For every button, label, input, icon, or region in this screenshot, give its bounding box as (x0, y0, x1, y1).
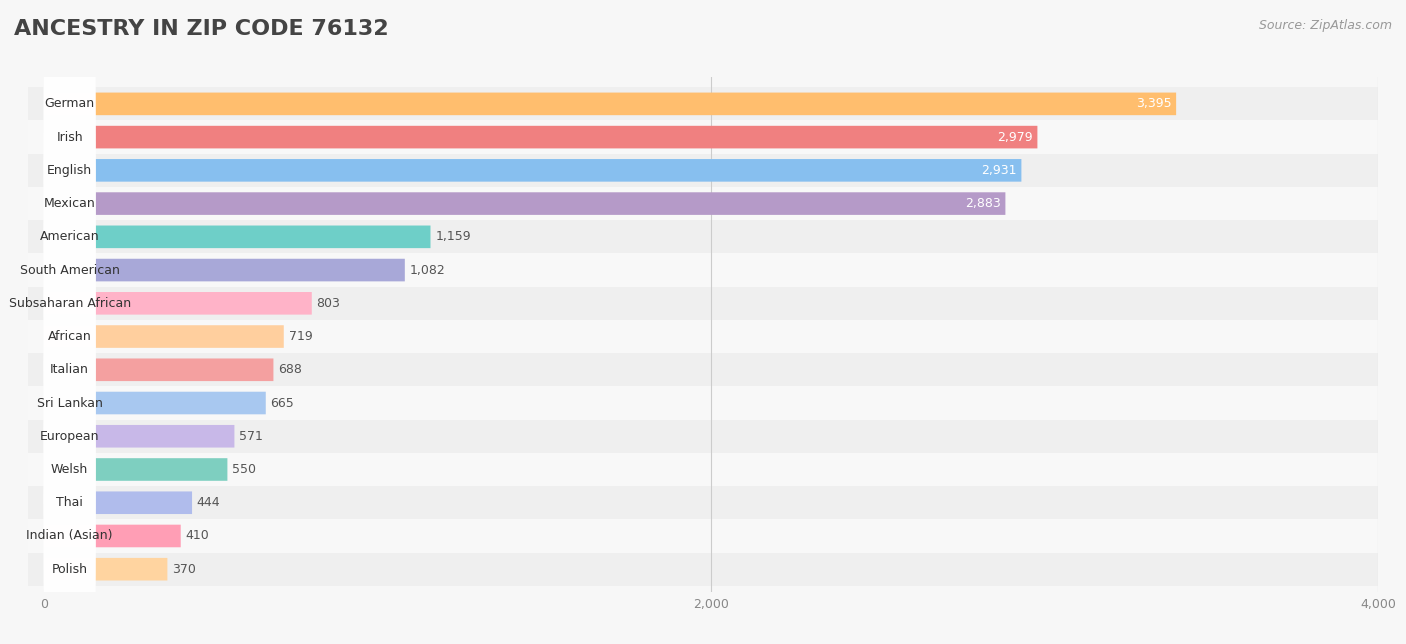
Text: 1,082: 1,082 (409, 263, 446, 276)
Text: 688: 688 (278, 363, 302, 376)
FancyBboxPatch shape (44, 294, 96, 579)
FancyBboxPatch shape (28, 420, 1378, 453)
FancyBboxPatch shape (44, 425, 235, 448)
FancyBboxPatch shape (44, 259, 405, 281)
Text: Indian (Asian): Indian (Asian) (27, 529, 112, 542)
Text: Italian: Italian (51, 363, 89, 376)
FancyBboxPatch shape (28, 353, 1378, 386)
Text: 3,395: 3,395 (1136, 97, 1171, 110)
Text: South American: South American (20, 263, 120, 276)
FancyBboxPatch shape (28, 220, 1378, 254)
Text: German: German (45, 97, 94, 110)
FancyBboxPatch shape (28, 287, 1378, 320)
Text: 370: 370 (172, 563, 195, 576)
FancyBboxPatch shape (44, 94, 96, 379)
Text: 803: 803 (316, 297, 340, 310)
FancyBboxPatch shape (44, 194, 96, 479)
FancyBboxPatch shape (44, 28, 96, 313)
Text: 410: 410 (186, 529, 209, 542)
Text: Mexican: Mexican (44, 197, 96, 210)
FancyBboxPatch shape (44, 227, 96, 513)
FancyBboxPatch shape (28, 486, 1378, 519)
Text: 665: 665 (270, 397, 294, 410)
FancyBboxPatch shape (28, 553, 1378, 586)
FancyBboxPatch shape (44, 327, 96, 612)
FancyBboxPatch shape (44, 0, 96, 247)
Text: African: African (48, 330, 91, 343)
Text: Sri Lankan: Sri Lankan (37, 397, 103, 410)
FancyBboxPatch shape (44, 260, 96, 545)
FancyBboxPatch shape (44, 126, 1038, 148)
FancyBboxPatch shape (44, 159, 1021, 182)
FancyBboxPatch shape (44, 360, 96, 644)
FancyBboxPatch shape (28, 453, 1378, 486)
FancyBboxPatch shape (44, 325, 284, 348)
FancyBboxPatch shape (44, 128, 96, 413)
Text: 1,159: 1,159 (436, 231, 471, 243)
FancyBboxPatch shape (28, 120, 1378, 154)
FancyBboxPatch shape (28, 87, 1378, 120)
FancyBboxPatch shape (44, 525, 181, 547)
FancyBboxPatch shape (28, 386, 1378, 420)
Text: 444: 444 (197, 497, 221, 509)
FancyBboxPatch shape (44, 558, 167, 580)
FancyBboxPatch shape (44, 0, 96, 279)
FancyBboxPatch shape (28, 320, 1378, 353)
FancyBboxPatch shape (44, 427, 96, 644)
FancyBboxPatch shape (28, 254, 1378, 287)
Text: 2,883: 2,883 (965, 197, 1001, 210)
FancyBboxPatch shape (44, 359, 273, 381)
FancyBboxPatch shape (44, 193, 1005, 215)
FancyBboxPatch shape (44, 93, 1177, 115)
Text: Source: ZipAtlas.com: Source: ZipAtlas.com (1258, 19, 1392, 32)
Text: 550: 550 (232, 463, 256, 476)
FancyBboxPatch shape (44, 225, 430, 248)
Text: 719: 719 (288, 330, 312, 343)
FancyBboxPatch shape (44, 292, 312, 315)
FancyBboxPatch shape (28, 187, 1378, 220)
FancyBboxPatch shape (44, 393, 96, 644)
FancyBboxPatch shape (44, 491, 193, 514)
Text: Subsaharan African: Subsaharan African (8, 297, 131, 310)
Text: 2,979: 2,979 (997, 131, 1032, 144)
FancyBboxPatch shape (28, 154, 1378, 187)
Text: Irish: Irish (56, 131, 83, 144)
Text: ANCESTRY IN ZIP CODE 76132: ANCESTRY IN ZIP CODE 76132 (14, 19, 388, 39)
Text: Welsh: Welsh (51, 463, 89, 476)
Text: American: American (39, 231, 100, 243)
Text: European: European (39, 430, 100, 443)
FancyBboxPatch shape (44, 392, 266, 414)
Text: 2,931: 2,931 (981, 164, 1017, 177)
FancyBboxPatch shape (44, 161, 96, 446)
Text: Polish: Polish (52, 563, 87, 576)
Text: Thai: Thai (56, 497, 83, 509)
FancyBboxPatch shape (44, 61, 96, 346)
FancyBboxPatch shape (28, 519, 1378, 553)
Text: 571: 571 (239, 430, 263, 443)
Text: English: English (46, 164, 93, 177)
FancyBboxPatch shape (44, 458, 228, 481)
